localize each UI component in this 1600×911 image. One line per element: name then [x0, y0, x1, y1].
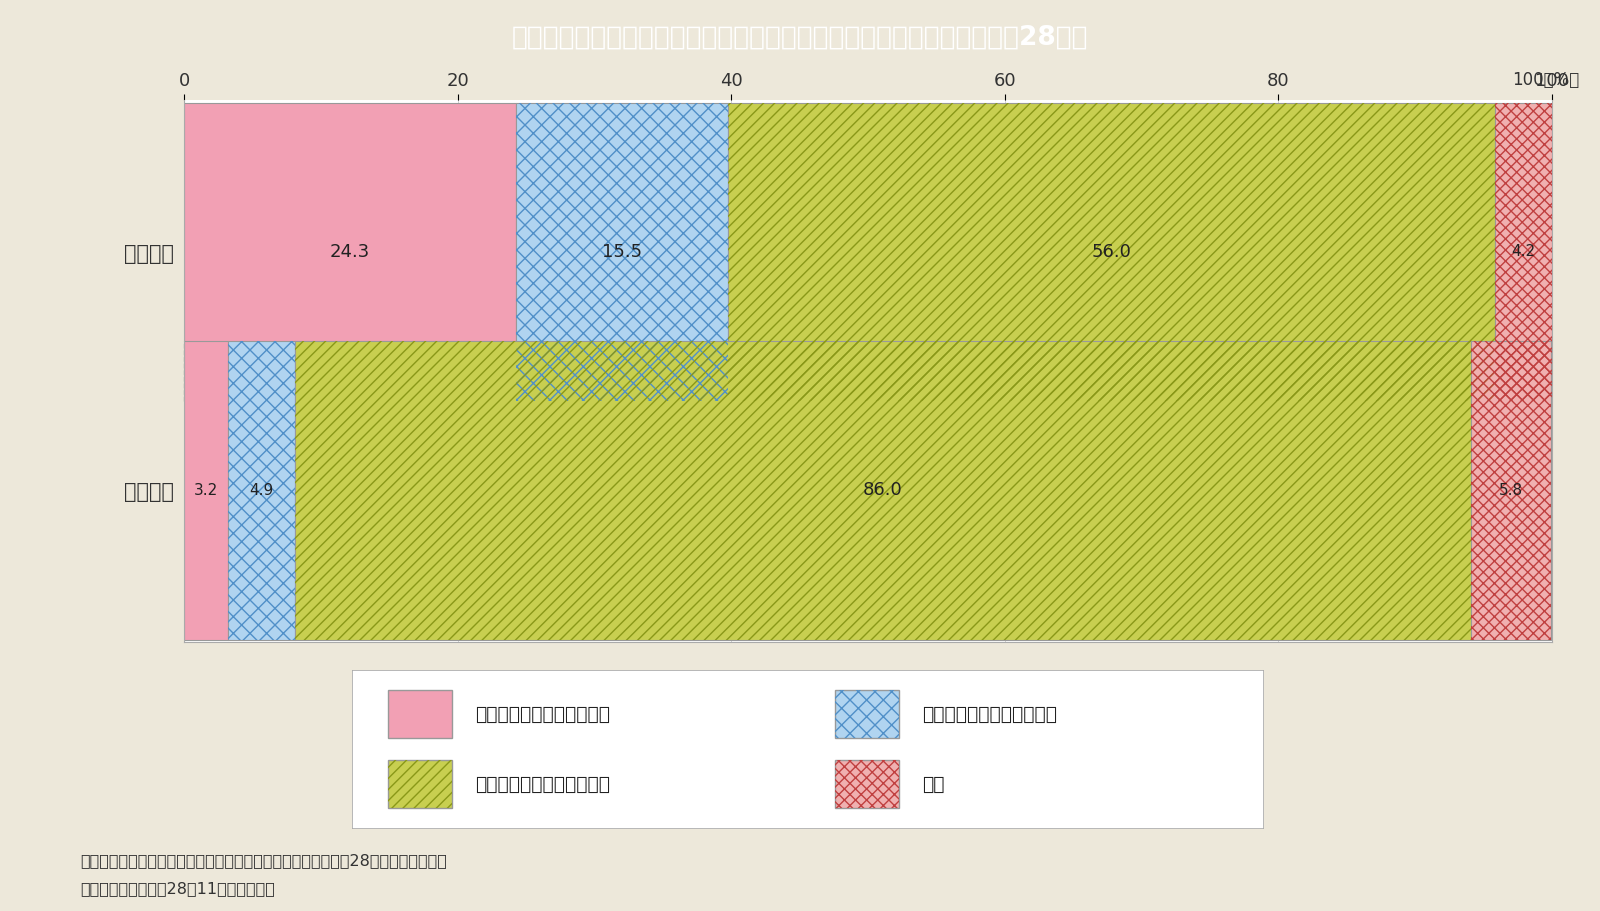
Bar [184, 103, 517, 401]
FancyBboxPatch shape [352, 670, 1264, 829]
Bar [389, 761, 453, 808]
Text: （備考）　１．厚生労働省「全国ひとり親世帯等調査」（平成28年度）より作成。: （備考） １．厚生労働省「全国ひとり親世帯等調査」（平成28年度）より作成。 [80, 854, 446, 868]
Text: 4.9: 4.9 [250, 483, 274, 498]
Bar [227, 342, 294, 640]
Text: 56.0: 56.0 [1091, 243, 1131, 261]
Text: Ｉ－６－３図　母子世帯及び父子世帯における養育費の受給状況（平成28年）: Ｉ－６－３図 母子世帯及び父子世帯における養育費の受給状況（平成28年） [512, 25, 1088, 50]
Bar [389, 761, 453, 808]
Text: 100（%）: 100（%） [1512, 71, 1579, 89]
Bar [1494, 103, 1552, 401]
Bar [389, 691, 453, 738]
Text: 養育費を受けたことがない: 養育費を受けたことがない [475, 775, 610, 793]
Bar [294, 342, 1472, 640]
Text: 現在も養育費を受けている: 現在も養育費を受けている [475, 705, 610, 723]
Text: 86.0: 86.0 [862, 482, 902, 499]
Bar [728, 103, 1494, 401]
Text: 4.2: 4.2 [1512, 244, 1536, 260]
Bar [728, 103, 1494, 401]
Bar [835, 691, 899, 738]
Bar [835, 761, 899, 808]
Bar [835, 691, 899, 738]
Text: 3.2: 3.2 [194, 483, 218, 498]
Bar [517, 103, 728, 401]
Text: ２．平成28年11月１日現在。: ２．平成28年11月１日現在。 [80, 881, 275, 896]
Bar [517, 103, 728, 401]
Bar [184, 342, 227, 640]
Bar [1494, 103, 1552, 401]
Text: 養育費を受けたことがある: 養育費を受けたことがある [922, 705, 1058, 723]
Bar [1472, 342, 1550, 640]
Bar [1472, 342, 1550, 640]
Text: 24.3: 24.3 [330, 243, 370, 261]
Text: 5.8: 5.8 [1499, 483, 1523, 498]
Bar [294, 342, 1472, 640]
Text: 15.5: 15.5 [602, 243, 643, 261]
Text: 不詳: 不詳 [922, 775, 944, 793]
Bar [835, 761, 899, 808]
Bar [227, 342, 294, 640]
